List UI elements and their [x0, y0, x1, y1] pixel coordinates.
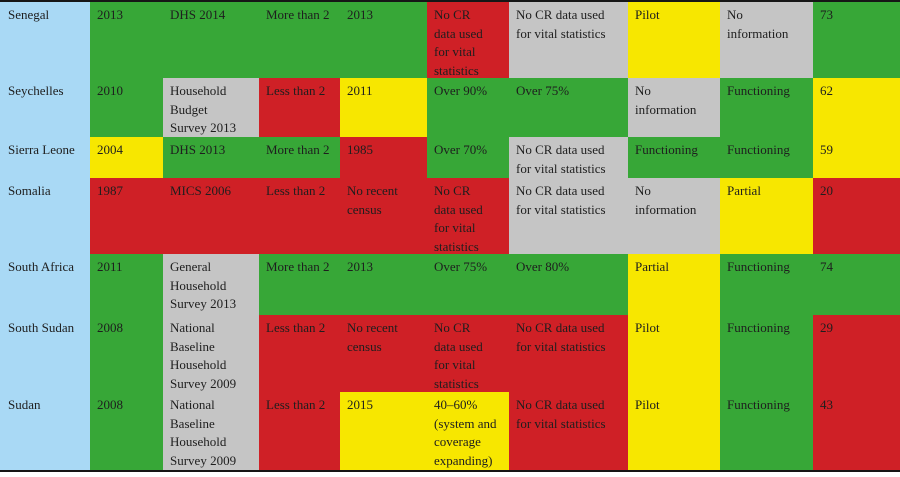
table-cell: Pilot: [628, 2, 720, 78]
table-cell: 73: [813, 2, 900, 78]
table-cell: More than 2: [259, 2, 340, 78]
table-cell: 43: [813, 392, 900, 470]
table-cell: Functioning: [628, 137, 720, 178]
table-cell: 40–60% (system and coverage expanding): [427, 392, 509, 470]
table-cell: Pilot: [628, 315, 720, 392]
table-cell: No information: [628, 78, 720, 137]
table-cell: No CR data used for vital statistics: [509, 137, 628, 178]
table-row: Sierra Leone 2004 DHS 2013 More than 2 1985 O…: [0, 137, 900, 178]
table-cell: 1987: [90, 178, 163, 254]
table-cell: No CR data used for vital statistics: [509, 392, 628, 470]
table-cell: Less than 2: [259, 315, 340, 392]
table-cell: No CR data used for vital statistics: [509, 2, 628, 78]
table-cell: Over 90%: [427, 78, 509, 137]
table-cell: Less than 2: [259, 178, 340, 254]
table-cell: 59: [813, 137, 900, 178]
table-cell: Over 75%: [427, 254, 509, 315]
table-row: Sudan 2008 National Baseline Household Sur…: [0, 392, 900, 470]
table-row: Senegal 2013 DHS 2014 More than 2 2013 No CR …: [0, 2, 900, 78]
table-cell: 2004: [90, 137, 163, 178]
table-cell: 2011: [340, 78, 427, 137]
table-row: Somalia 1987 MICS 2006 Less than 2 No recent…: [0, 178, 900, 254]
table-cell: No CR data used for vital statistics: [427, 2, 509, 78]
table-cell: Over 80%: [509, 254, 628, 315]
table-cell: 2010: [90, 78, 163, 137]
table-cell: General Household Survey 2013: [163, 254, 259, 315]
table-cell: No CR data used for vital statistics: [509, 178, 628, 254]
table-cell: Pilot: [628, 392, 720, 470]
table-cell: Household Budget Survey 2013: [163, 78, 259, 137]
table-cell: Functioning: [720, 392, 813, 470]
table-cell: 1985: [340, 137, 427, 178]
country-cell: Sierra Leone: [0, 137, 90, 178]
table-cell: Functioning: [720, 254, 813, 315]
table-cell: National Baseline Household Survey 2009: [163, 315, 259, 392]
table-cell: Partial: [720, 178, 813, 254]
table-cell: 2008: [90, 315, 163, 392]
table-cell: 29: [813, 315, 900, 392]
table-cell: No recent census: [340, 315, 427, 392]
table-row: South Africa 2011 General Household Survey…: [0, 254, 900, 315]
table-cell: Less than 2: [259, 392, 340, 470]
table-cell: 2013: [340, 254, 427, 315]
table-row: Seychelles 2010 Household Budget Survey 20…: [0, 78, 900, 137]
table-cell: National Baseline Household Survey 2009: [163, 392, 259, 470]
table-cell: 2008: [90, 392, 163, 470]
table-cell: 2015: [340, 392, 427, 470]
table-cell: No information: [720, 2, 813, 78]
table-cell: 74: [813, 254, 900, 315]
table-cell: 62: [813, 78, 900, 137]
table-cell: Less than 2: [259, 78, 340, 137]
country-cell: Senegal: [0, 2, 90, 78]
table-cell: 20: [813, 178, 900, 254]
country-cell: South Sudan: [0, 315, 90, 392]
table-cell: 2011: [90, 254, 163, 315]
table-cell: No recent census: [340, 178, 427, 254]
table-cell: DHS 2014: [163, 2, 259, 78]
table-cell: 2013: [340, 2, 427, 78]
table-cell: Functioning: [720, 315, 813, 392]
table-cell: No CR data used for vital statistics: [427, 315, 509, 392]
table-cell: MICS 2006: [163, 178, 259, 254]
table-cell: Partial: [628, 254, 720, 315]
table-cell: Functioning: [720, 137, 813, 178]
table-cell: Over 75%: [509, 78, 628, 137]
table-cell: 2013: [90, 2, 163, 78]
table-cell: More than 2: [259, 254, 340, 315]
table-row: South Sudan 2008 National Baseline Househo…: [0, 315, 900, 392]
table-cell: No CR data used for vital statistics: [427, 178, 509, 254]
table-cell: Functioning: [720, 78, 813, 137]
country-cell: South Africa: [0, 254, 90, 315]
table-cell: No information: [628, 178, 720, 254]
table-cell: DHS 2013: [163, 137, 259, 178]
country-cell: Seychelles: [0, 78, 90, 137]
table-cell: No CR data used for vital statistics: [509, 315, 628, 392]
country-cell: Sudan: [0, 392, 90, 470]
table-cell: More than 2: [259, 137, 340, 178]
table-cell: Over 70%: [427, 137, 509, 178]
country-cell: Somalia: [0, 178, 90, 254]
